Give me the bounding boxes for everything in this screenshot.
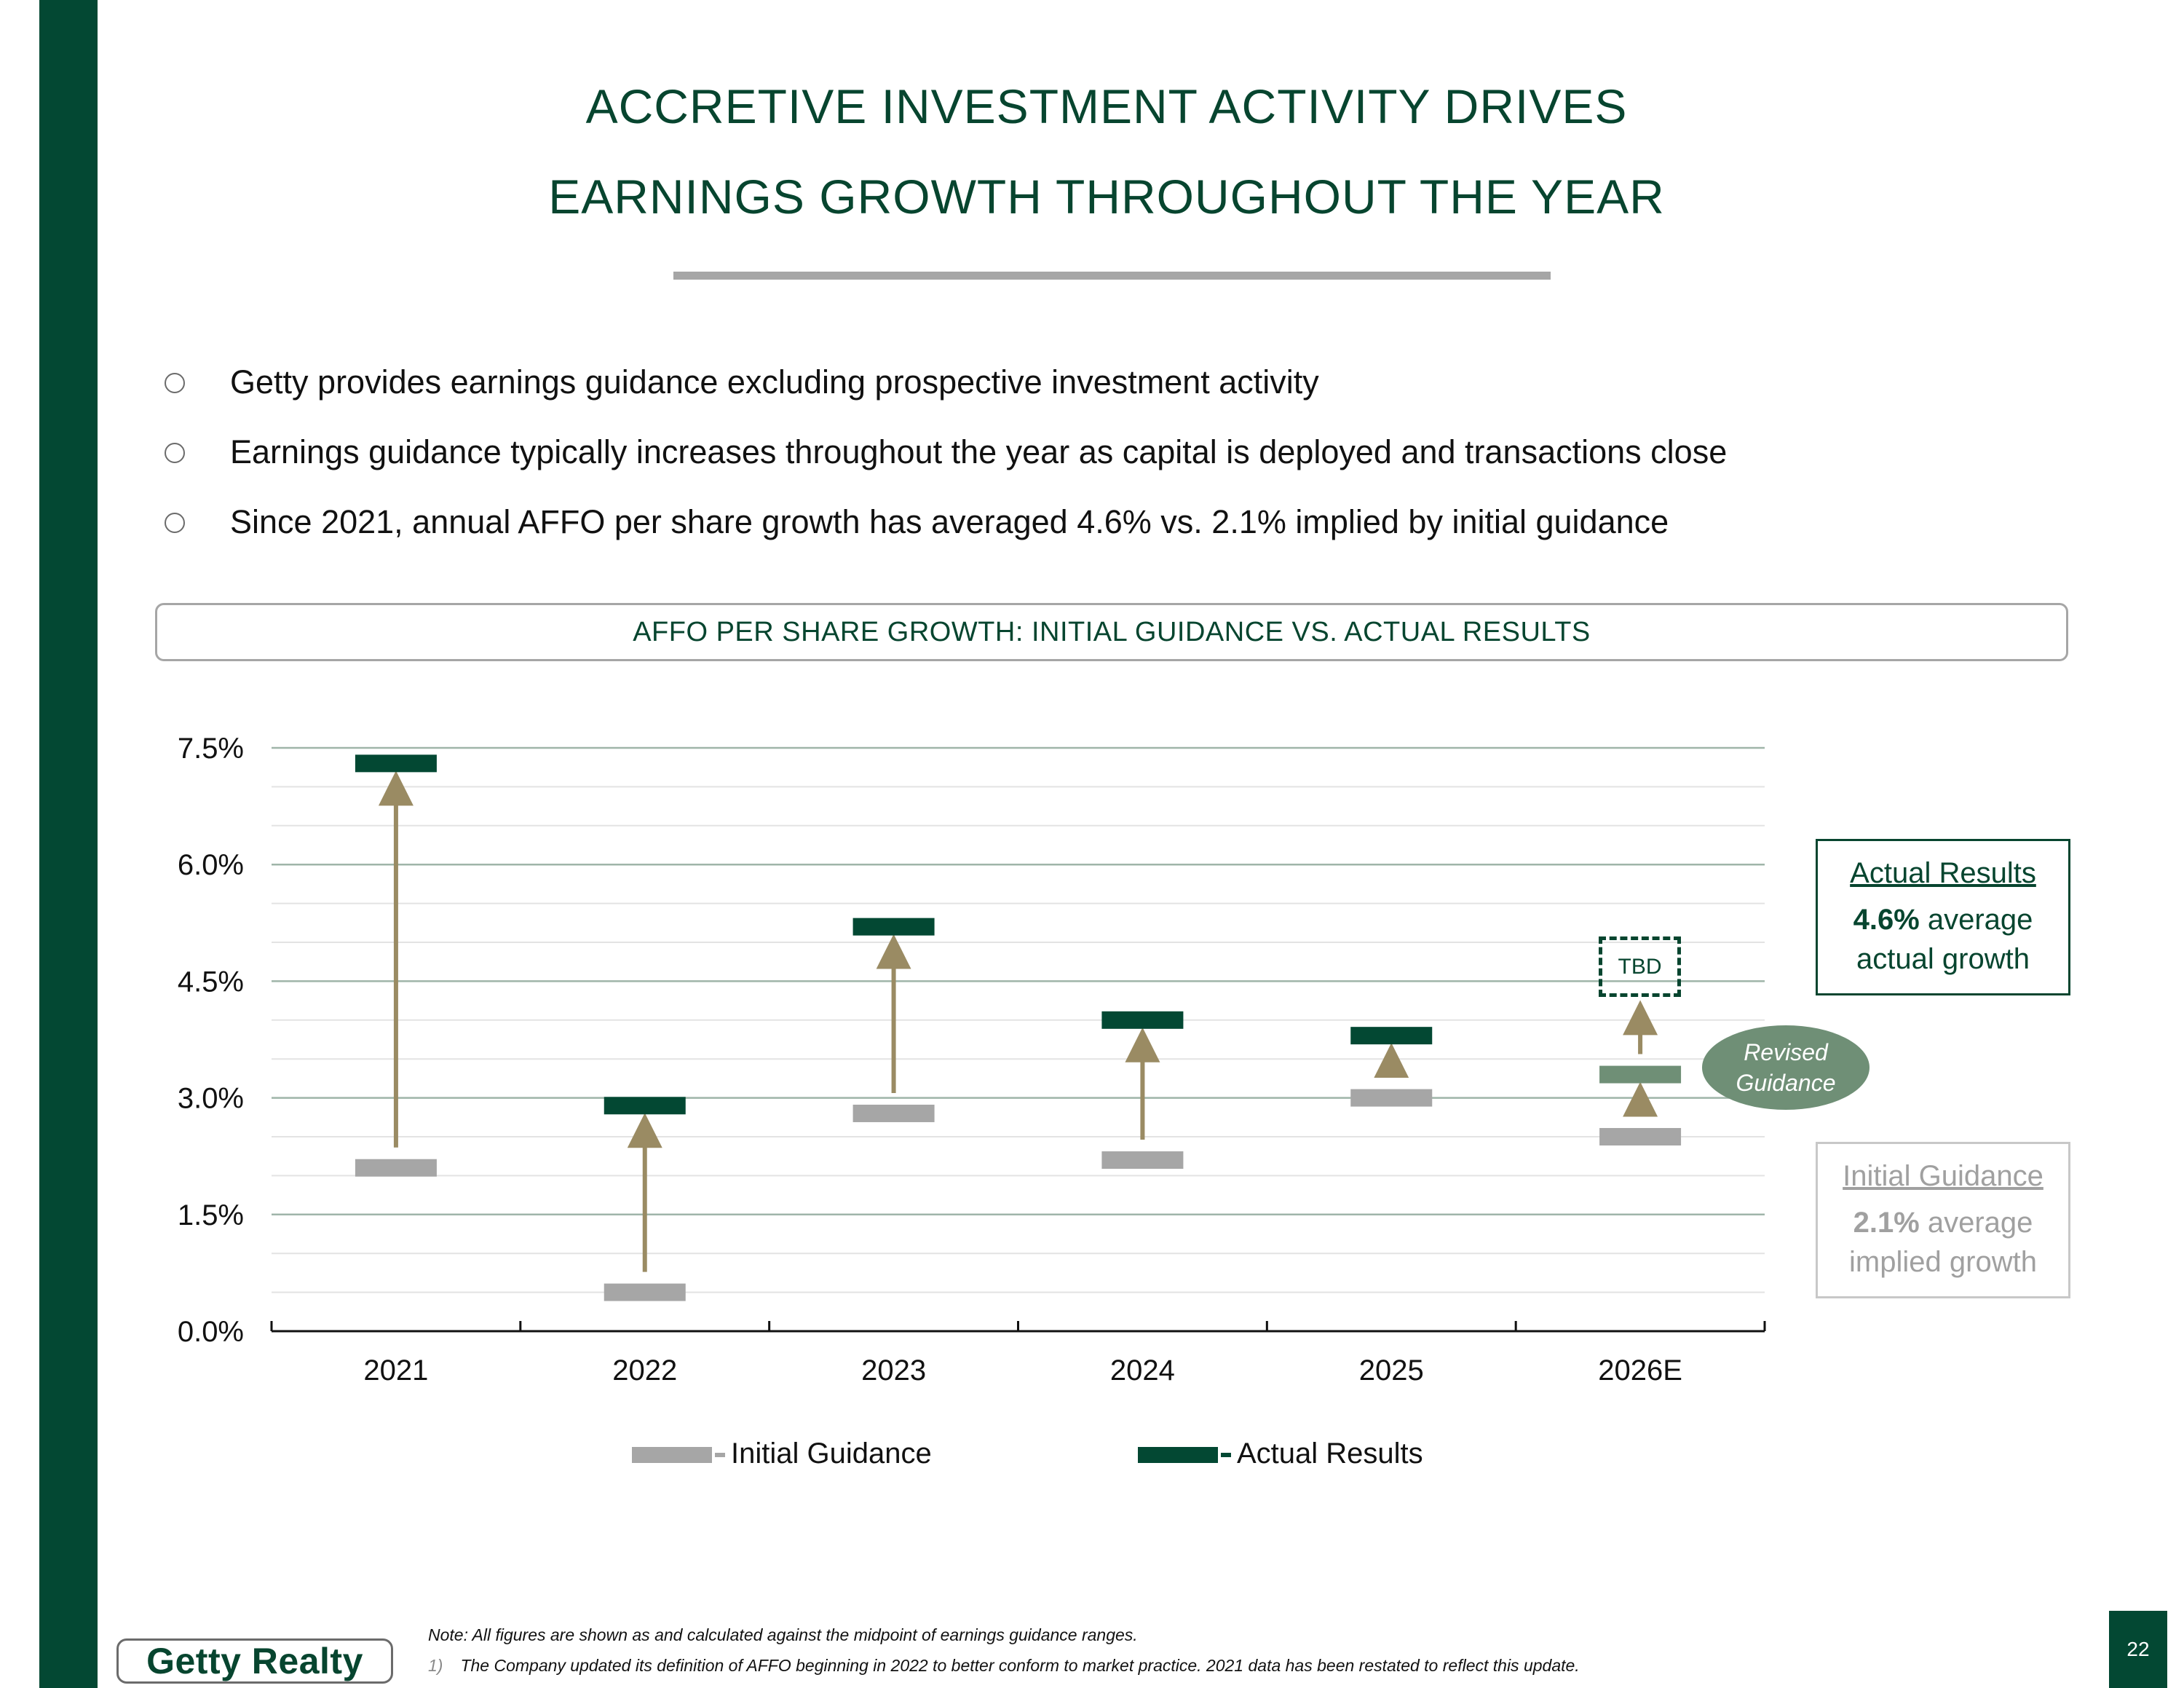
revised-label-line1: Revised bbox=[1744, 1039, 1828, 1065]
legend-initial-tick bbox=[715, 1453, 725, 1458]
chart-title-banner: AFFO PER SHARE GROWTH: INITIAL GUIDANCE … bbox=[155, 603, 2068, 661]
bullet-item: Earnings guidance typically increases th… bbox=[162, 430, 1727, 500]
slide-title-line1: ACCRETIVE INVESTMENT ACTIVITY DRIVES bbox=[585, 79, 1628, 133]
y-tick-label: 1.5% bbox=[178, 1199, 244, 1231]
circle-bullet-icon bbox=[165, 513, 185, 533]
page-number: 22 bbox=[2109, 1611, 2167, 1688]
y-tick-label: 0.0% bbox=[178, 1316, 244, 1348]
legend-actual-label: Actual Results bbox=[1237, 1437, 1423, 1470]
initial-guidance-bar bbox=[1599, 1128, 1682, 1145]
actual-results-bar bbox=[355, 754, 437, 773]
legend-actual-results: Actual Results bbox=[1138, 1432, 1423, 1475]
y-tick-label: 6.0% bbox=[178, 849, 244, 881]
getty-realty-logo: Getty Realty bbox=[116, 1638, 393, 1684]
initial-average-text1: average bbox=[1919, 1207, 2033, 1239]
initial-average-text2: implied growth bbox=[1849, 1246, 2037, 1278]
bullet-list: Getty provides earnings guidance excludi… bbox=[162, 360, 1727, 570]
revised-guidance-bar bbox=[1599, 1065, 1682, 1084]
footnote-number: 1) bbox=[428, 1656, 443, 1675]
initial-guidance-heading: Initial Guidance bbox=[1843, 1160, 2043, 1192]
x-tick-label: 2022 bbox=[612, 1354, 677, 1387]
initial-guidance-summary: Initial Guidance 2.1% average implied gr… bbox=[1816, 1142, 2070, 1298]
initial-guidance-bar bbox=[1101, 1151, 1184, 1170]
actual-results-body: 4.6% average actual growth bbox=[1818, 900, 2068, 979]
tbd-placeholder: TBD bbox=[1599, 936, 1681, 997]
revised-guidance-callout: Revised Guidance bbox=[1702, 1025, 1870, 1110]
initial-guidance-bar bbox=[852, 1104, 935, 1122]
actual-average-text1: average bbox=[1919, 904, 2033, 936]
bullet-text: Earnings guidance typically increases th… bbox=[230, 433, 1728, 470]
bullet-text: Getty provides earnings guidance excludi… bbox=[230, 363, 1319, 401]
footnote: 1) The Company updated its definition of … bbox=[428, 1656, 1580, 1676]
initial-guidance-body: 2.1% average implied growth bbox=[1818, 1203, 2068, 1282]
legend-actual-swatch bbox=[1138, 1447, 1218, 1464]
actual-results-heading: Actual Results bbox=[1850, 857, 2036, 889]
actual-average-text2: actual growth bbox=[1856, 943, 2030, 975]
y-tick-label: 3.0% bbox=[178, 1083, 244, 1115]
initial-guidance-bar bbox=[355, 1159, 437, 1177]
title-divider bbox=[673, 272, 1551, 280]
bullet-item: Getty provides earnings guidance excludi… bbox=[162, 360, 1727, 430]
actual-results-bar bbox=[604, 1097, 686, 1115]
circle-bullet-icon bbox=[165, 443, 185, 463]
y-tick-label: 7.5% bbox=[178, 733, 244, 765]
slide-title-line2: EARNINGS GROWTH THROUGHOUT THE YEAR bbox=[548, 170, 1665, 224]
x-tick-label: 2021 bbox=[363, 1354, 428, 1387]
actual-results-bar bbox=[852, 918, 935, 936]
x-tick-label: 2024 bbox=[1110, 1354, 1175, 1387]
y-tick-label: 4.5% bbox=[178, 966, 244, 998]
legend-initial-swatch bbox=[632, 1447, 712, 1464]
initial-guidance-bar bbox=[604, 1283, 686, 1301]
circle-bullet-icon bbox=[165, 373, 185, 393]
x-tick-label: 2025 bbox=[1359, 1354, 1424, 1387]
initial-guidance-bar bbox=[1350, 1089, 1433, 1107]
bullet-item: Since 2021, annual AFFO per share growth… bbox=[162, 500, 1727, 570]
legend-actual-tick bbox=[1221, 1453, 1231, 1458]
actual-average-value: 4.6% bbox=[1853, 904, 1920, 936]
x-tick-label: 2026E bbox=[1598, 1354, 1682, 1387]
brand-sidebar bbox=[39, 0, 98, 1688]
legend-initial-label: Initial Guidance bbox=[731, 1437, 932, 1470]
actual-results-summary: Actual Results 4.6% average actual growt… bbox=[1816, 839, 2070, 995]
initial-average-value: 2.1% bbox=[1853, 1207, 1920, 1239]
actual-results-bar bbox=[1101, 1011, 1184, 1029]
actual-results-bar bbox=[1350, 1027, 1433, 1045]
legend-initial-guidance: Initial Guidance bbox=[632, 1432, 932, 1475]
footnote-text: The Company updated its definition of AF… bbox=[460, 1656, 1580, 1675]
revised-label-line2: Guidance bbox=[1736, 1070, 1836, 1096]
chart-note: Note: All figures are shown as and calcu… bbox=[428, 1625, 1138, 1644]
x-tick-label: 2023 bbox=[861, 1354, 926, 1387]
bullet-text: Since 2021, annual AFFO per share growth… bbox=[230, 503, 1669, 540]
